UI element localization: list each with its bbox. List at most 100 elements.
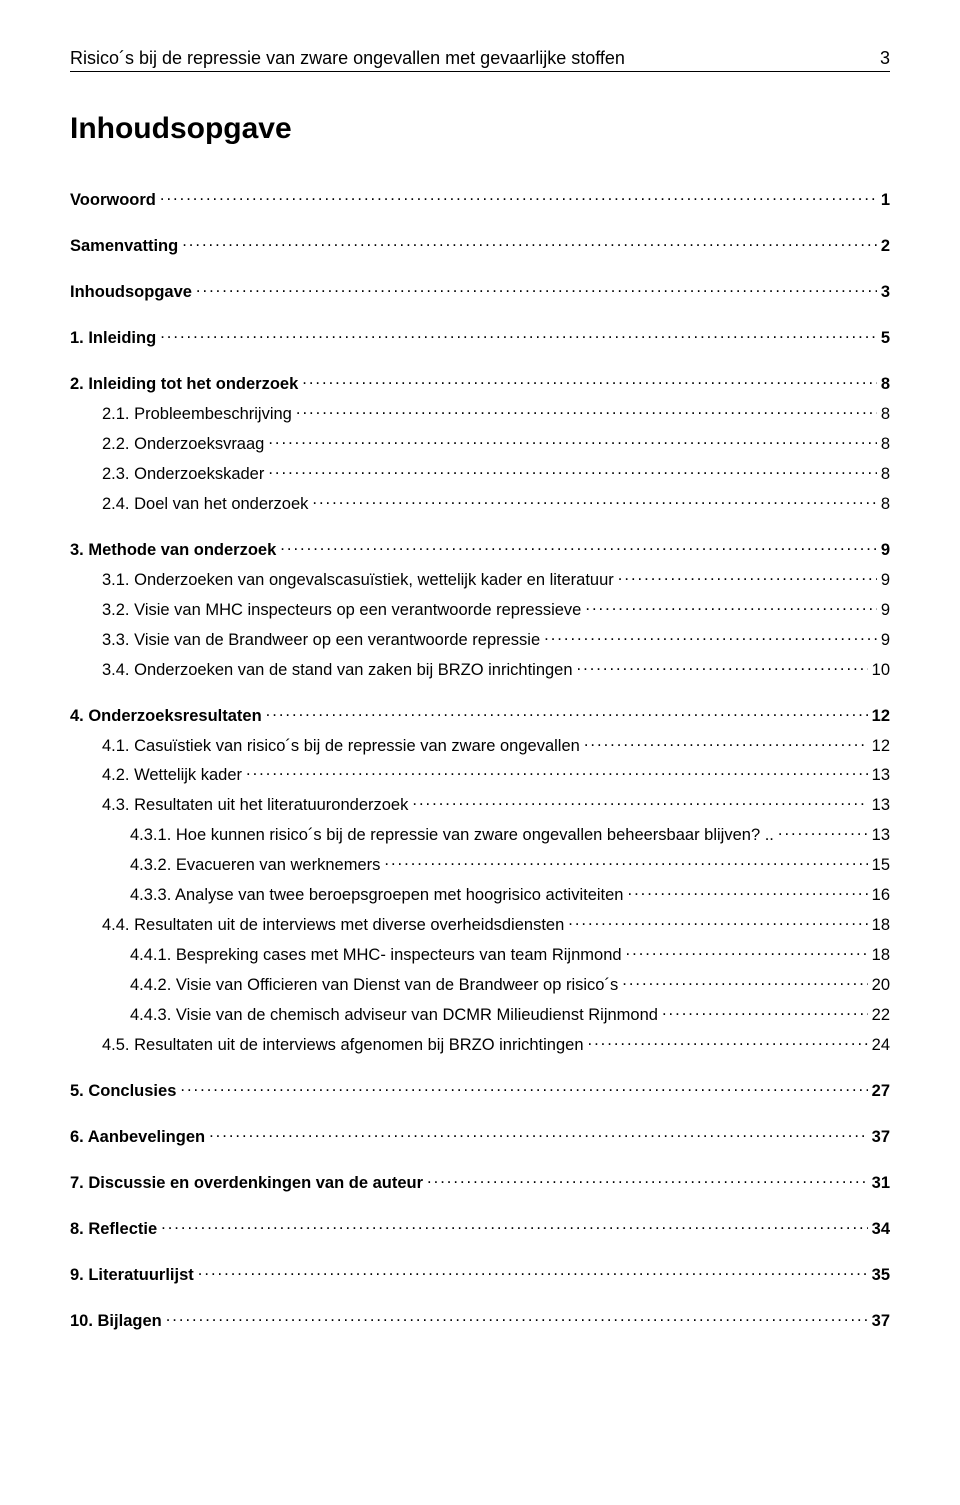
toc-entry-page: 35 — [872, 1266, 890, 1285]
toc-entry[interactable]: 2.2. Onderzoeksvraag 8 — [70, 430, 890, 454]
toc-entry[interactable]: Inhoudsopgave3 — [70, 278, 890, 302]
running-title: Risico´s bij de repressie van zware onge… — [70, 48, 625, 69]
toc-entry[interactable]: 4.3.1. Hoe kunnen risico´s bij de repres… — [70, 821, 890, 845]
toc-entry[interactable]: 2. Inleiding tot het onderzoek 8 — [70, 370, 890, 394]
toc-entry-page: 12 — [872, 707, 890, 726]
toc-leader-dots — [568, 911, 867, 930]
toc-leader-dots — [182, 232, 877, 251]
toc-entry[interactable]: 4.5. Resultaten uit de interviews afgeno… — [70, 1031, 890, 1055]
toc-entry[interactable]: 3.1. Onderzoeken van ongevalscasuïstiek,… — [70, 566, 890, 590]
toc-entry-page: 5 — [881, 329, 890, 348]
toc-entry-page: 9 — [881, 571, 890, 590]
toc-leader-dots — [584, 732, 868, 751]
toc-leader-dots — [160, 324, 877, 343]
toc-entry[interactable]: 4.4.3. Visie van de chemisch adviseur va… — [70, 1001, 890, 1025]
toc-entry[interactable]: 1. Inleiding 5 — [70, 324, 890, 348]
toc-entry-label: 3.3. Visie van de Brandweer op een veran… — [102, 631, 540, 650]
toc-leader-dots — [268, 460, 876, 479]
toc-entry-label: Samenvatting — [70, 237, 178, 256]
toc-entry[interactable]: 4.4.2. Visie van Officieren van Dienst v… — [70, 971, 890, 995]
toc-entry[interactable]: 7. Discussie en overdenkingen van de aut… — [70, 1169, 890, 1193]
toc-entry[interactable]: 3. Methode van onderzoek9 — [70, 536, 890, 560]
toc-leader-dots — [778, 821, 868, 840]
toc-entry[interactable]: 4.4.1. Bespreking cases met MHC- inspect… — [70, 941, 890, 965]
toc-entry-page: 9 — [881, 601, 890, 620]
toc-entry-page: 1 — [881, 191, 890, 210]
toc-entry[interactable]: 4. Onderzoeksresultaten12 — [70, 702, 890, 726]
toc-entry[interactable]: 10. Bijlagen37 — [70, 1307, 890, 1331]
toc-entry-label: 4.5. Resultaten uit de interviews afgeno… — [102, 1036, 584, 1055]
toc-entry[interactable]: Samenvatting 2 — [70, 232, 890, 256]
toc-entry-page: 15 — [872, 856, 890, 875]
toc-entry-label: Voorwoord — [70, 191, 156, 210]
toc-entry-page: 16 — [872, 886, 890, 905]
toc-leader-dots — [266, 702, 868, 721]
toc-entry-label: Inhoudsopgave — [70, 283, 192, 302]
toc-entry-label: 2.4. Doel van het onderzoek — [102, 495, 308, 514]
toc-leader-dots — [180, 1077, 867, 1096]
toc-entry-label: 2. Inleiding tot het onderzoek — [70, 375, 298, 394]
toc-entry-label: 4.1. Casuïstiek van risico´s bij de repr… — [102, 737, 580, 756]
toc-entry-label: 1. Inleiding — [70, 329, 156, 348]
toc-leader-dots — [312, 490, 876, 509]
toc-entry-label: 4.4.2. Visie van Officieren van Dienst v… — [130, 976, 618, 995]
toc-entry-page: 9 — [881, 631, 890, 650]
toc-entry[interactable]: 4.1. Casuïstiek van risico´s bij de repr… — [70, 732, 890, 756]
toc-entry-label: 4.3.3. Analyse van twee beroepsgroepen m… — [130, 886, 623, 905]
toc-entry-page: 12 — [872, 737, 890, 756]
toc-entry[interactable]: 4.3.3. Analyse van twee beroepsgroepen m… — [70, 881, 890, 905]
toc-entry-page: 2 — [881, 237, 890, 256]
toc-entry[interactable]: 3.3. Visie van de Brandweer op een veran… — [70, 626, 890, 650]
toc-leader-dots — [662, 1001, 868, 1020]
toc-leader-dots — [627, 881, 867, 900]
toc-leader-dots — [412, 791, 867, 810]
toc-entry-page: 13 — [872, 796, 890, 815]
toc-entry[interactable]: 5. Conclusies27 — [70, 1077, 890, 1101]
toc-entry[interactable]: 4.2. Wettelijk kader13 — [70, 762, 890, 786]
toc-entry-page: 27 — [872, 1082, 890, 1101]
toc-entry[interactable]: Voorwoord 1 — [70, 186, 890, 210]
toc-entry-label: 6. Aanbevelingen — [70, 1128, 205, 1147]
toc-leader-dots — [161, 1215, 868, 1234]
toc-leader-dots — [626, 941, 868, 960]
toc-entry-label: 7. Discussie en overdenkingen van de aut… — [70, 1174, 423, 1193]
toc-entry[interactable]: 4.3.2. Evacueren van werknemers 15 — [70, 851, 890, 875]
toc-entry-page: 10 — [872, 661, 890, 680]
toc-entry-label: 4.4. Resultaten uit de interviews met di… — [102, 916, 564, 935]
toc-entry-page: 34 — [872, 1220, 890, 1239]
toc-entry[interactable]: 3.2. Visie van MHC inspecteurs op een ve… — [70, 596, 890, 620]
toc-entry[interactable]: 3.4. Onderzoeken van de stand van zaken … — [70, 656, 890, 680]
toc-entry[interactable]: 8. Reflectie34 — [70, 1215, 890, 1239]
toc-entry-label: 4.3.2. Evacueren van werknemers — [130, 856, 380, 875]
toc-entry[interactable]: 2.3. Onderzoekskader8 — [70, 460, 890, 484]
page-title: Inhoudsopgave — [70, 112, 890, 146]
toc-entry[interactable]: 9. Literatuurlijst 35 — [70, 1261, 890, 1285]
toc-entry[interactable]: 2.4. Doel van het onderzoek 8 — [70, 490, 890, 514]
toc-leader-dots — [296, 400, 877, 419]
toc-entry[interactable]: 6. Aanbevelingen 37 — [70, 1123, 890, 1147]
toc-entry-page: 8 — [881, 375, 890, 394]
toc-entry-label: 2.2. Onderzoeksvraag — [102, 435, 264, 454]
toc-entry-page: 9 — [881, 541, 890, 560]
running-header: Risico´s bij de repressie van zware onge… — [70, 48, 890, 72]
toc-entry-page: 24 — [872, 1036, 890, 1055]
toc-leader-dots — [280, 536, 877, 555]
toc-entry-label: 3.1. Onderzoeken van ongevalscasuïstiek,… — [102, 571, 614, 590]
toc-leader-dots — [196, 278, 877, 297]
toc-leader-dots — [588, 1031, 868, 1050]
toc-entry-label: 9. Literatuurlijst — [70, 1266, 194, 1285]
toc-leader-dots — [577, 656, 868, 675]
toc-entry-label: 4.4.3. Visie van de chemisch adviseur va… — [130, 1006, 658, 1025]
toc-entry-label: 3.2. Visie van MHC inspecteurs op een ve… — [102, 601, 581, 620]
toc-entry-page: 37 — [872, 1128, 890, 1147]
toc-leader-dots — [622, 971, 867, 990]
toc-leader-dots — [160, 186, 877, 205]
toc-entry-page: 8 — [881, 495, 890, 514]
toc-entry-page: 37 — [872, 1312, 890, 1331]
toc-leader-dots — [384, 851, 867, 870]
toc-entry-page: 18 — [872, 946, 890, 965]
toc-entry[interactable]: 4.4. Resultaten uit de interviews met di… — [70, 911, 890, 935]
toc-entry[interactable]: 2.1. Probleembeschrijving8 — [70, 400, 890, 424]
toc-entry-page: 8 — [881, 435, 890, 454]
toc-entry[interactable]: 4.3. Resultaten uit het literatuuronderz… — [70, 791, 890, 815]
